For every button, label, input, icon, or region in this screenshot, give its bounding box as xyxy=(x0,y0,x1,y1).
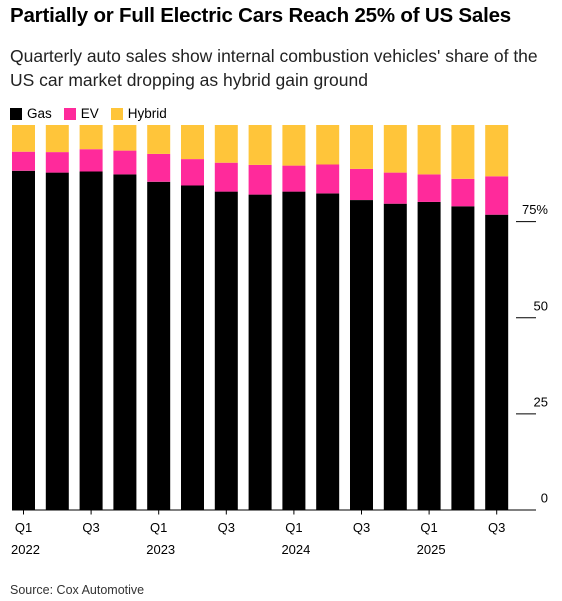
x-tick-quarter-5: Q1 xyxy=(150,520,167,535)
y-tick-label-25: 25 xyxy=(534,394,548,409)
source-note: Source: Cox Automotive xyxy=(10,583,145,597)
bar-ev-8 xyxy=(248,164,272,195)
bar-ev-1 xyxy=(12,151,35,171)
bar-gas-3 xyxy=(79,171,103,510)
bar-gas-1 xyxy=(12,170,35,510)
bar-ev-14 xyxy=(451,178,475,207)
bar-hybrid-7 xyxy=(214,125,238,163)
x-tick-year-2023: 2023 xyxy=(146,542,175,557)
bar-ev-6 xyxy=(181,159,204,186)
bar-hybrid-2 xyxy=(45,125,69,153)
bar-ev-11 xyxy=(350,168,373,200)
bar-gas-12 xyxy=(383,203,407,510)
legend-swatch-hybrid xyxy=(110,107,123,120)
bar-hybrid-14 xyxy=(451,125,475,179)
bar-ev-4 xyxy=(113,150,137,175)
x-tick-quarter-13: Q1 xyxy=(420,520,437,535)
x-tick-year-2024: 2024 xyxy=(281,542,310,557)
bar-hybrid-15 xyxy=(485,125,509,177)
legend-swatch-ev xyxy=(63,107,76,120)
bar-gas-7 xyxy=(214,191,238,510)
x-tick-year-2025: 2025 xyxy=(417,542,446,557)
y-tick-label-75: 75% xyxy=(522,202,548,217)
bar-gas-6 xyxy=(181,185,204,510)
legend-label-gas: Gas xyxy=(27,106,52,121)
legend-item-hybrid: Hybrid xyxy=(110,106,167,121)
x-tick-quarter-9: Q1 xyxy=(285,520,302,535)
bar-hybrid-4 xyxy=(113,125,137,151)
bar-ev-7 xyxy=(214,162,238,192)
y-tick-label-0: 0 xyxy=(541,491,548,506)
chart-subtitle: Quarterly auto sales show internal combu… xyxy=(10,46,538,90)
legend-item-gas: Gas xyxy=(10,106,52,121)
bar-ev-12 xyxy=(383,172,407,204)
chart-title: Partially or Full Electric Cars Reach 25… xyxy=(10,4,511,27)
bar-ev-5 xyxy=(147,153,171,182)
legend: Gas EV Hybrid xyxy=(10,106,167,121)
bar-hybrid-11 xyxy=(350,125,373,169)
bar-ev-13 xyxy=(417,174,441,202)
legend-item-ev: EV xyxy=(63,106,99,121)
bar-hybrid-8 xyxy=(248,125,272,165)
bar-gas-13 xyxy=(417,201,441,510)
bar-gas-5 xyxy=(147,181,171,510)
x-tick-quarter-7: Q3 xyxy=(218,520,235,535)
bar-gas-8 xyxy=(248,194,272,510)
bar-ev-2 xyxy=(45,152,69,173)
x-tick-quarter-3: Q3 xyxy=(82,520,99,535)
bar-hybrid-5 xyxy=(147,125,171,154)
bar-gas-14 xyxy=(451,206,475,510)
bar-hybrid-13 xyxy=(417,125,441,175)
bar-ev-10 xyxy=(316,164,340,194)
legend-label-ev: EV xyxy=(80,106,99,121)
x-tick-quarter-11: Q3 xyxy=(353,520,370,535)
y-tick-label-50: 50 xyxy=(534,298,548,313)
bar-ev-3 xyxy=(79,149,103,172)
bar-gas-15 xyxy=(485,214,509,510)
legend-label-hybrid: Hybrid xyxy=(127,106,167,121)
bar-hybrid-6 xyxy=(181,125,204,160)
bar-hybrid-12 xyxy=(383,125,407,173)
bar-gas-2 xyxy=(45,172,69,510)
bar-hybrid-1 xyxy=(12,125,35,152)
bar-hybrid-9 xyxy=(282,125,306,166)
bar-gas-4 xyxy=(113,174,137,510)
x-tick-quarter-15: Q3 xyxy=(488,520,505,535)
bar-gas-10 xyxy=(316,193,340,510)
x-tick-year-2022: 2022 xyxy=(11,542,40,557)
bar-hybrid-3 xyxy=(79,125,103,150)
bar-gas-9 xyxy=(282,191,306,510)
bar-hybrid-10 xyxy=(316,125,340,165)
legend-swatch-gas xyxy=(10,107,22,120)
bar-ev-9 xyxy=(282,165,306,192)
x-tick-quarter-1: Q1 xyxy=(15,520,32,535)
bar-ev-15 xyxy=(485,176,509,215)
bar-gas-11 xyxy=(350,200,373,510)
